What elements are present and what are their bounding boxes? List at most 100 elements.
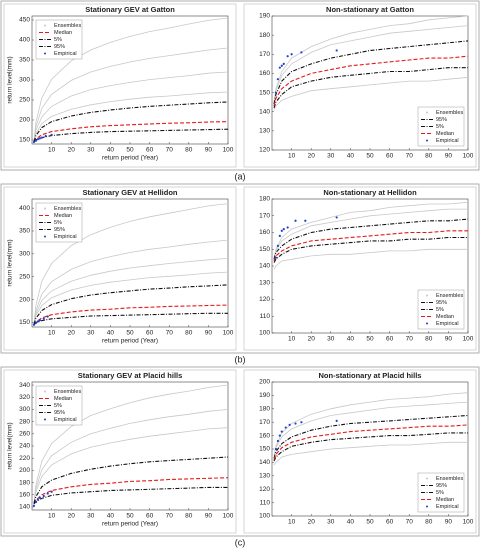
- empirical-point: [46, 492, 49, 495]
- y-tick-label: 180: [19, 479, 30, 486]
- panel-frame: [243, 369, 477, 534]
- panel-frame: [3, 3, 237, 168]
- x-tick-label: 100: [223, 330, 234, 337]
- x-tick-label: 90: [445, 519, 453, 526]
- row-frame: [0, 366, 480, 537]
- empirical-point: [284, 426, 287, 429]
- y-tick-label: 140: [259, 459, 270, 466]
- x-axis-label: return period (Year): [102, 521, 158, 528]
- legend-label: Median: [436, 497, 454, 503]
- series-line: [273, 40, 469, 105]
- empirical-point: [300, 421, 303, 424]
- x-tick-label: 50: [126, 513, 134, 520]
- y-tick-label: 140: [259, 263, 270, 270]
- ensemble-line: [33, 239, 229, 324]
- row-frame: [0, 0, 480, 171]
- x-tick-label: 70: [166, 147, 174, 154]
- panel-label: (b): [235, 354, 246, 364]
- legend-label: Empirical: [54, 234, 77, 240]
- x-tick-label: 70: [406, 336, 414, 343]
- x-tick-label: 30: [87, 147, 95, 154]
- legend-label: 5%: [54, 220, 62, 226]
- ensemble-line: [33, 271, 229, 324]
- legend-swatch: [426, 111, 428, 114]
- y-tick-label: 200: [19, 467, 30, 474]
- x-tick-label: 80: [185, 330, 193, 337]
- legend-label: 95%: [436, 117, 447, 123]
- x-tick-label: 20: [68, 147, 76, 154]
- empirical-point: [38, 319, 41, 322]
- y-tick-label: 190: [259, 13, 270, 20]
- legend-label: Ensembles: [436, 110, 463, 116]
- empirical-point: [36, 320, 39, 323]
- series-line: [273, 432, 468, 462]
- y-tick-label: 120: [259, 486, 270, 493]
- empirical-point: [294, 422, 297, 425]
- y-tick-label: 160: [19, 491, 30, 498]
- y-tick-label: 140: [259, 108, 270, 115]
- x-tick-label: 80: [185, 513, 193, 520]
- legend-label: Empirical: [54, 417, 77, 423]
- empirical-point: [36, 138, 39, 141]
- x-tick-label: 10: [48, 513, 56, 520]
- y-tick-label: 200: [259, 379, 270, 386]
- y-tick-label: 400: [19, 205, 30, 212]
- y-tick-label: 110: [260, 499, 271, 506]
- x-tick-label: 70: [406, 153, 414, 160]
- legend-label: 5%: [54, 37, 62, 43]
- x-tick-label: 60: [146, 513, 154, 520]
- y-tick-label: 220: [19, 455, 30, 462]
- x-tick-label: 10: [288, 519, 296, 526]
- ensemble-line: [33, 409, 229, 503]
- y-tick-label: 150: [19, 137, 30, 144]
- legend-box: [417, 289, 465, 330]
- empirical-point: [274, 91, 278, 94]
- y-tick-label: 100: [259, 513, 270, 520]
- legend-box: [35, 385, 83, 426]
- series-line: [33, 304, 229, 326]
- legend-swatch: [44, 390, 46, 393]
- ensemble-line: [273, 208, 468, 258]
- empirical-point: [286, 226, 289, 229]
- x-tick-label: 10: [48, 330, 56, 337]
- y-tick-label: 120: [259, 296, 270, 303]
- legend-label: Ensembles: [436, 293, 463, 299]
- legend-label: 5%: [54, 403, 62, 409]
- series-line: [273, 236, 468, 263]
- panel-frame: [243, 186, 477, 351]
- series-line: [33, 477, 229, 505]
- empirical-point: [276, 78, 279, 81]
- chart-title: Non-stationary at Hellidon: [323, 188, 417, 197]
- y-tick-label: 190: [259, 392, 270, 399]
- y-tick-label: 200: [19, 296, 30, 303]
- empirical-point: [300, 51, 303, 54]
- x-tick-label: 50: [126, 147, 134, 154]
- y-tick-label: 150: [259, 246, 270, 253]
- y-tick-label: 250: [19, 97, 30, 104]
- legend-label: Ensembles: [436, 476, 463, 482]
- empirical-point: [288, 423, 291, 426]
- empirical-point: [282, 62, 285, 65]
- y-tick-label: 280: [19, 418, 30, 425]
- series-line: [33, 121, 229, 143]
- ensemble-line: [33, 258, 229, 324]
- empirical-point: [278, 66, 281, 69]
- x-tick-label: 70: [406, 519, 414, 526]
- y-tick-label: 320: [19, 394, 30, 401]
- x-tick-label: 90: [445, 153, 453, 160]
- x-tick-label: 60: [146, 330, 154, 337]
- ensemble-line: [273, 201, 469, 258]
- x-tick-label: 10: [288, 153, 296, 160]
- y-tick-label: 110: [260, 313, 271, 320]
- empirical-point: [32, 504, 36, 507]
- ensemble-line: [33, 384, 229, 503]
- x-tick-label: 60: [146, 147, 154, 154]
- x-tick-label: 80: [425, 336, 433, 343]
- x-tick-label: 100: [463, 519, 474, 526]
- y-tick-label: 400: [19, 37, 30, 44]
- empirical-point: [34, 500, 38, 504]
- x-tick-label: 10: [288, 336, 296, 343]
- legend-box: [417, 106, 465, 147]
- x-tick-label: 20: [68, 513, 76, 520]
